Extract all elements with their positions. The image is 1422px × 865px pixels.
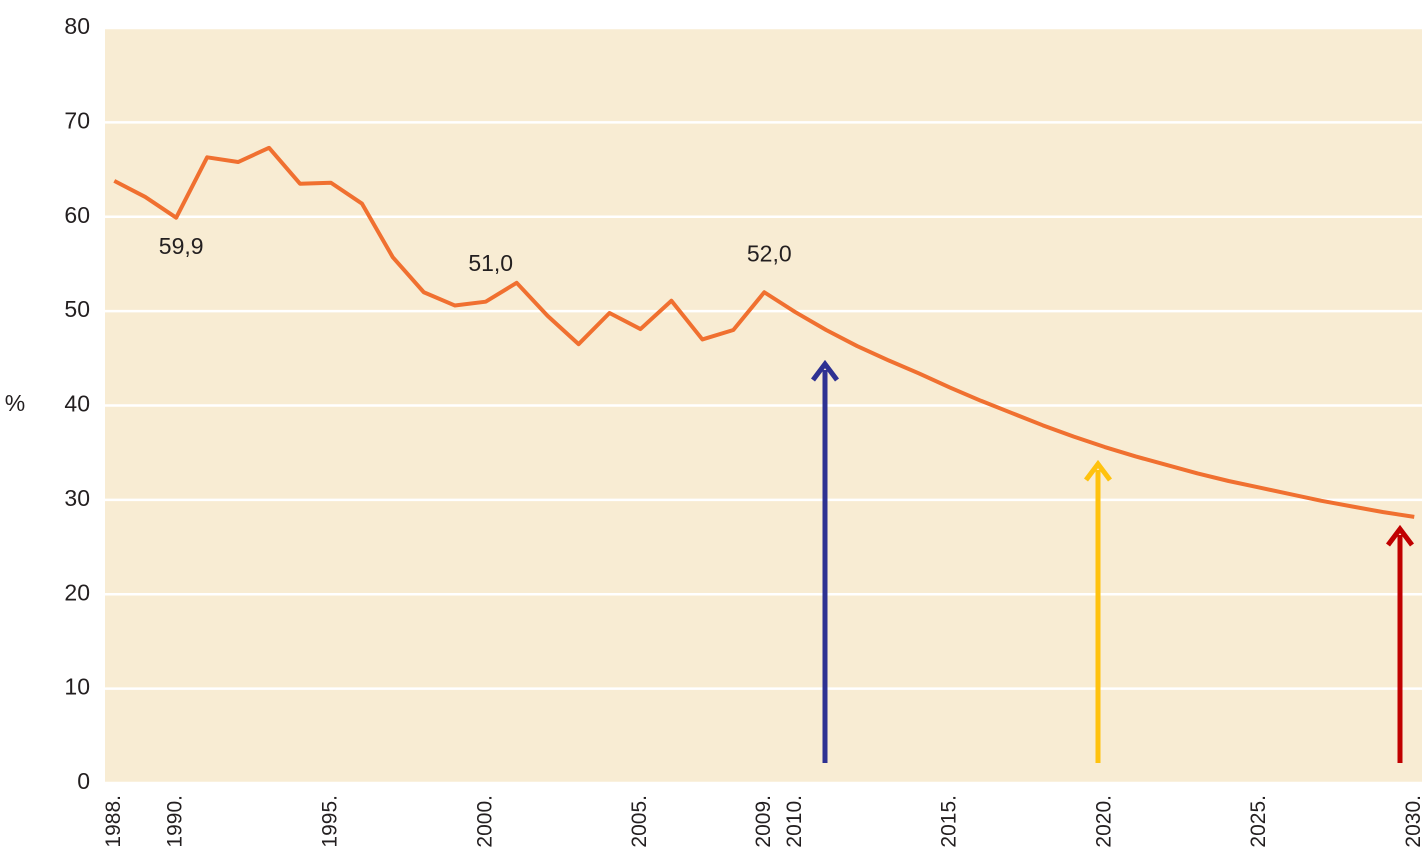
y-tick-label: 10 (64, 674, 90, 700)
data-label: 52,0 (747, 240, 792, 266)
x-tick-label: 2000. (473, 795, 496, 848)
x-tick-label: 2020. (1092, 795, 1115, 848)
line (113, 145, 1415, 519)
x-tick-label: 2030. (1402, 795, 1422, 848)
arrows (811, 359, 1414, 763)
y-tick-label: 20 (64, 579, 90, 605)
y-tick-label: 70 (64, 107, 90, 133)
x-tick-label: 2009. (752, 795, 775, 848)
y-tick-label: 60 (64, 202, 90, 228)
arrow-head (1084, 459, 1112, 482)
y-tick-label: 50 (64, 296, 90, 322)
y-tick-label: 40 (64, 391, 90, 417)
x-tick-label: 1988. (102, 795, 125, 848)
data-label: 59,9 (159, 233, 204, 259)
x-tick-label: 2025. (1247, 795, 1270, 848)
y-tick-label: 80 (64, 13, 90, 39)
data-label: 51,0 (468, 250, 513, 276)
series (113, 145, 1415, 519)
grid (105, 26, 1422, 785)
y-tick-label: 30 (64, 485, 90, 511)
y-tick-label: 0 (77, 768, 90, 794)
arrow-head (1386, 524, 1414, 547)
x-tick-label: 2015. (938, 795, 961, 848)
y-axis-label: % (5, 390, 25, 416)
arrow-head (811, 359, 839, 382)
x-tick-label: 1990. (164, 795, 187, 848)
x-tick-label: 2005. (628, 795, 651, 848)
x-tick-label: 1995. (318, 795, 341, 848)
x-tick-label: 2010. (783, 795, 806, 848)
